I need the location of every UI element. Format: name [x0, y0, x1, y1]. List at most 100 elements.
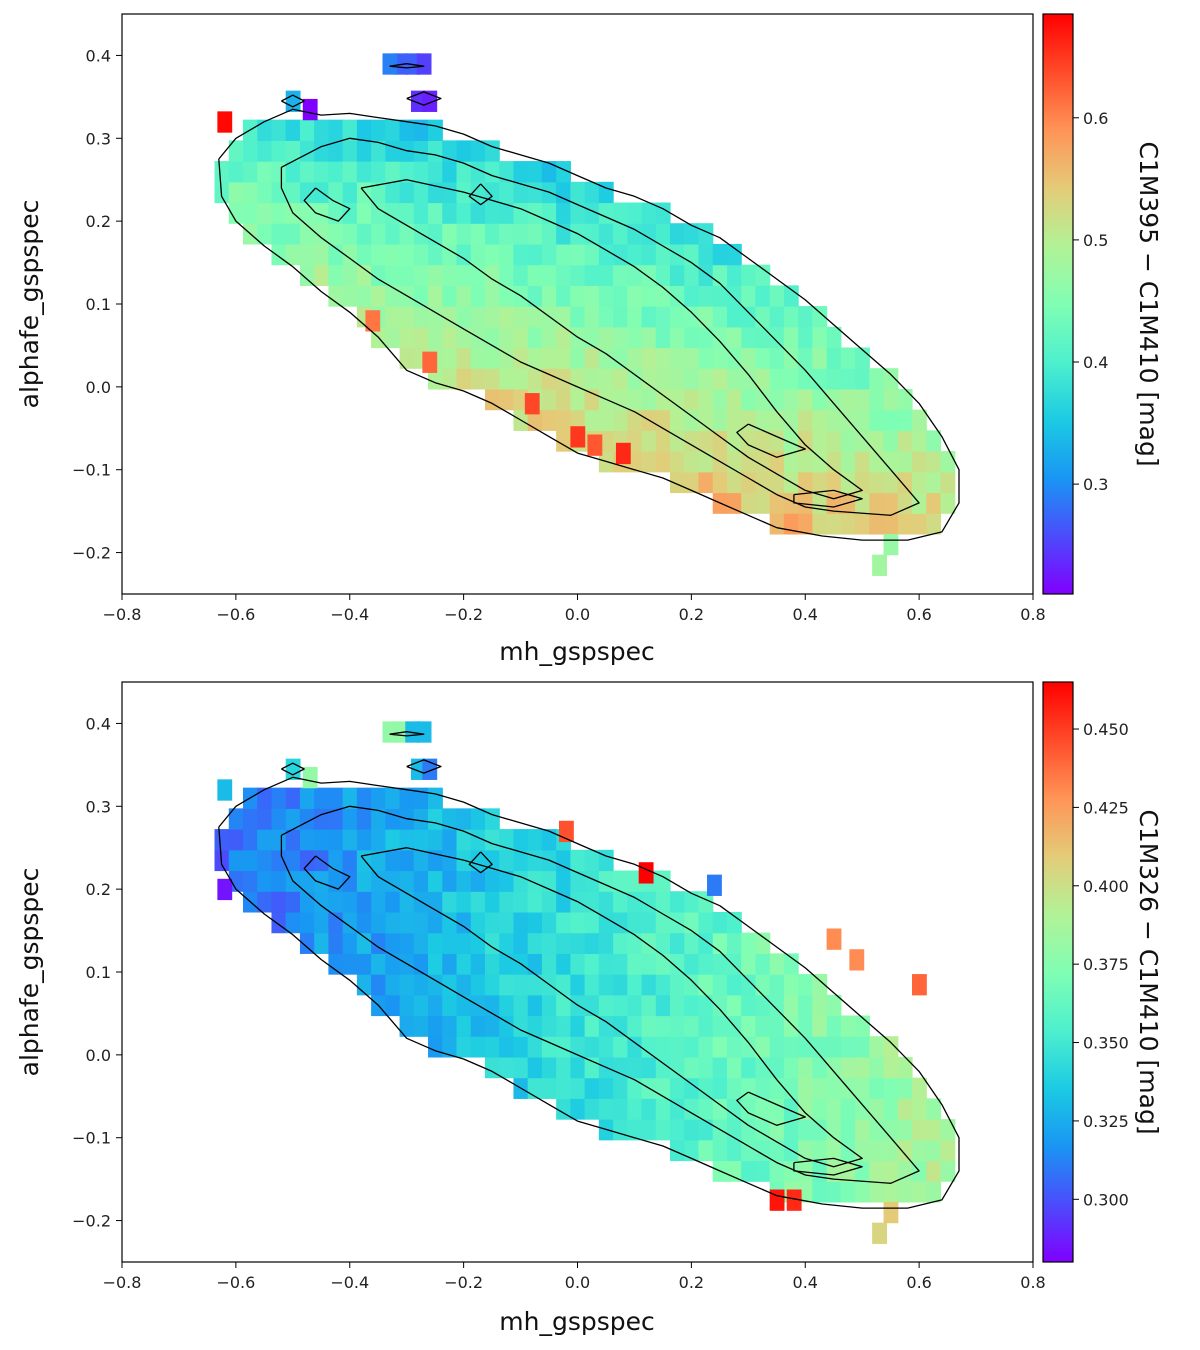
top-heatmap-bin	[684, 430, 700, 452]
bottom-heatmap-bin	[641, 1056, 657, 1079]
bottom-heatmap-bin	[926, 1119, 942, 1141]
top-heatmap-bin	[627, 388, 643, 411]
bottom-heatmap-bin	[371, 932, 386, 954]
bottom-heatmap-bin	[399, 870, 415, 892]
top-heatmap-bin	[356, 223, 372, 245]
top-heatmap-bin	[783, 306, 799, 328]
bottom-heatmap-bin	[285, 787, 301, 809]
top-contour-line	[360, 179, 863, 500]
bottom-heatmap-bin	[484, 974, 500, 996]
bottom-heatmap-bin	[769, 1036, 785, 1058]
top-heatmap-bin	[741, 264, 757, 286]
bottom-heatmap-bin	[641, 891, 657, 913]
bottom-heatmap-bin	[314, 787, 329, 809]
bottom-heatmap-bin	[328, 953, 344, 975]
top-heatmap-bin	[613, 285, 628, 307]
bottom-heatmap-bin	[783, 1036, 799, 1058]
bottom-heatmap-bin	[670, 891, 685, 913]
top-heatmap-bin	[655, 451, 671, 473]
bottom-heatmap-bin	[285, 758, 301, 780]
bottom-heatmap-bin	[783, 1119, 799, 1141]
top-heatmap-bin	[769, 409, 785, 431]
bottom-heatmap-bin	[328, 829, 344, 851]
top-heatmap-bin	[342, 223, 358, 245]
bottom-heatmap-bin	[726, 911, 742, 934]
top-heatmap-bin	[499, 368, 515, 390]
top-heatmap-bin	[385, 202, 401, 224]
top-x-tick-label: 0.0	[565, 605, 590, 624]
top-heatmap-bin	[627, 409, 643, 431]
top-heatmap-bin	[541, 264, 557, 286]
bottom-heatmap-bin	[328, 891, 344, 913]
bottom-colorbar-tick-label: 0.400	[1083, 877, 1129, 896]
top-heatmap-bin	[385, 223, 401, 245]
bottom-heatmap-bin	[556, 891, 571, 913]
bottom-heatmap-bin	[698, 1056, 714, 1079]
top-heatmap-bin	[712, 430, 728, 452]
top-heatmap-bin	[812, 388, 828, 411]
top-heatmap-bin	[399, 223, 415, 245]
bottom-heatmap-bin	[627, 974, 643, 996]
bottom-heatmap-bin	[456, 1015, 472, 1037]
top-heatmap-bin	[769, 471, 785, 494]
top-heatmap-bin	[285, 90, 301, 112]
bottom-heatmap-bin	[328, 932, 344, 954]
top-heatmap-bin	[598, 326, 614, 349]
bottom-heatmap-bin	[428, 870, 443, 892]
top-heatmap-bin	[755, 347, 771, 369]
bottom-x-tick-label: 0.6	[906, 1273, 931, 1292]
bottom-heatmap-bin	[584, 1015, 600, 1037]
top-heatmap-bin	[627, 306, 643, 328]
top-heatmap-bin	[513, 306, 529, 328]
top-heatmap-bin	[513, 243, 529, 266]
top-heatmap-bin	[271, 202, 287, 224]
bottom-heatmap-bin	[299, 849, 315, 872]
bottom-y-tick-label: 0.0	[86, 1046, 111, 1065]
top-heatmap-bin	[385, 243, 401, 266]
bottom-heatmap-bin	[527, 891, 543, 913]
top-heatmap-bin	[556, 181, 571, 204]
bottom-heatmap-bin	[712, 1015, 728, 1037]
top-heatmap-bin	[641, 264, 657, 286]
bottom-heatmap-bin	[541, 1015, 557, 1037]
top-heatmap-bin	[655, 243, 671, 266]
top-heatmap-bin	[499, 161, 515, 183]
bottom-heatmap-bin	[783, 1056, 799, 1079]
bottom-contour-line	[736, 1091, 806, 1126]
bottom-heatmap-bin	[627, 953, 643, 975]
top-x-tick-label: 0.6	[906, 605, 931, 624]
top-heatmap-bin	[356, 202, 372, 224]
top-heatmap-bin	[257, 202, 273, 224]
top-heatmap-bin	[541, 347, 557, 369]
top-heatmap-bin	[342, 161, 358, 183]
top-y-tick-label: 0.0	[86, 378, 111, 397]
bottom-heatmap-bin	[499, 891, 515, 913]
bottom-heatmap-bin	[655, 1036, 671, 1058]
bottom-heatmap-bin	[869, 1098, 885, 1120]
top-heatmap-bin	[513, 347, 529, 369]
bottom-heatmap-bin	[641, 1015, 657, 1037]
top-heatmap-bin	[399, 119, 415, 141]
top-heatmap-bin	[798, 492, 813, 514]
bottom-heatmap-bin	[541, 829, 557, 851]
bottom-heatmap-bin	[499, 870, 515, 892]
top-heatmap-bin	[499, 326, 515, 349]
bottom-heatmap-bin	[698, 953, 714, 975]
top-heatmap-bin	[883, 533, 899, 556]
bottom-heatmap-bin	[541, 994, 557, 1017]
top-heatmap-bin	[570, 347, 586, 369]
top-contour-line	[406, 91, 442, 106]
bottom-heatmap-bin	[470, 1036, 486, 1058]
bottom-heatmap-bin	[698, 1119, 714, 1141]
top-heatmap-bin	[855, 368, 870, 390]
top-contour-line	[280, 137, 920, 516]
top-heatmap-bin	[442, 140, 458, 162]
top-heatmap-bin	[798, 388, 813, 411]
top-heatmap-bin	[726, 388, 742, 411]
top-heatmap-bin	[598, 285, 614, 307]
top-heatmap-bin	[499, 285, 515, 307]
bottom-heatmap-bin	[442, 808, 458, 830]
bottom-heatmap-bin	[849, 949, 865, 971]
bottom-heatmap-bin	[912, 1119, 927, 1141]
bottom-heatmap-bin	[741, 1036, 757, 1058]
